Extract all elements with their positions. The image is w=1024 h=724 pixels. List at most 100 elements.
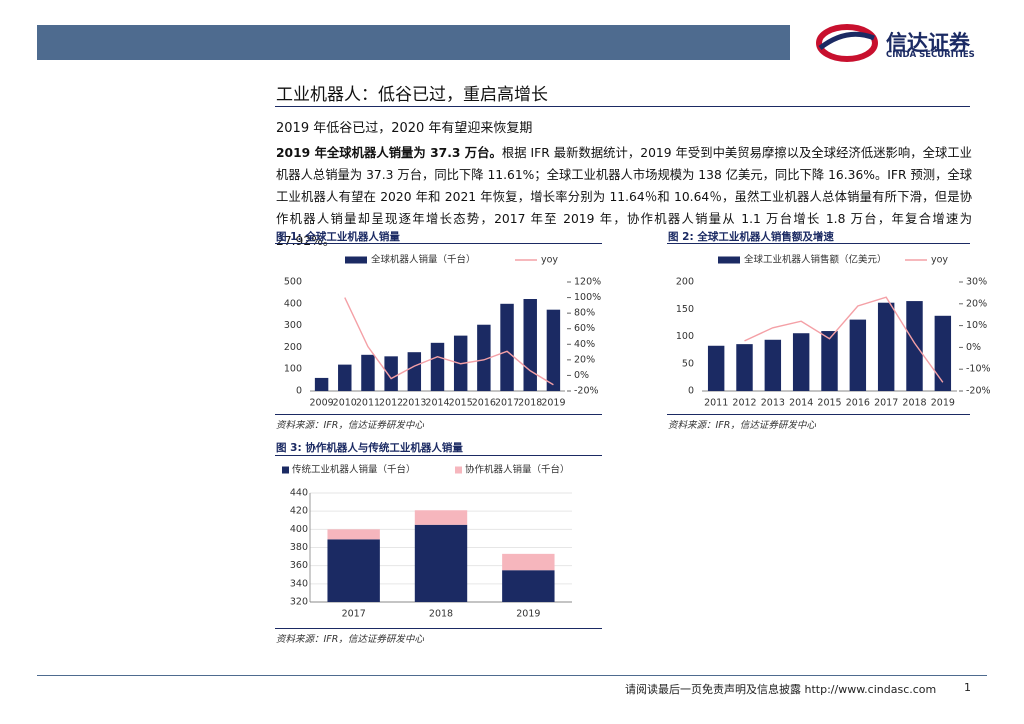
y-tick-label: 200 xyxy=(676,277,694,288)
x-tick-label: 2016 xyxy=(472,398,496,409)
x-tick-label: 2018 xyxy=(518,398,542,409)
logo-cn: 信达证券 xyxy=(886,31,970,55)
y-tick-label: 0 xyxy=(296,386,302,397)
x-tick-label: 2012 xyxy=(732,398,756,409)
x-tick-label: 2015 xyxy=(449,398,473,409)
y-tick-label: 400 xyxy=(284,298,302,309)
legend-swatch xyxy=(455,466,462,474)
y2-tick-label: -20% xyxy=(966,386,991,397)
title-rule xyxy=(275,106,970,107)
footer: 请阅读最后一页免责声明及信息披露 http://www.cindasc.com xyxy=(625,681,936,697)
y-tick-label: 420 xyxy=(290,506,308,517)
bar xyxy=(764,339,782,391)
y2-tick-label: 30% xyxy=(966,277,987,288)
bar-segment xyxy=(502,570,555,602)
source: 资料来源：IFR，信达证券研发中心 xyxy=(668,420,816,431)
x-tick-label: 2019 xyxy=(541,398,565,409)
y-tick-label: 50 xyxy=(682,358,694,369)
title: 工业机器人：低谷已过，重启高增长 xyxy=(276,85,548,105)
bar xyxy=(736,344,753,391)
bar xyxy=(849,319,867,391)
legend-label: 全球机器人销量（千台） xyxy=(371,254,476,266)
bar-segment xyxy=(327,539,380,602)
bar-segment xyxy=(414,510,468,525)
header-bar xyxy=(37,25,790,60)
rule xyxy=(275,243,602,244)
x-tick-label: 2013 xyxy=(761,398,785,409)
y-tick-label: 150 xyxy=(676,304,694,315)
legend-label: 全球工业机器人销售额（亿美元） xyxy=(744,254,887,266)
y2-tick-label: 20% xyxy=(966,298,987,309)
bar xyxy=(906,301,923,391)
line xyxy=(744,296,944,383)
caption: 图 1: 全球工业机器人销量 xyxy=(276,231,400,243)
x-tick-label: 2011 xyxy=(356,398,380,409)
y2-tick-label: 120% xyxy=(574,277,601,288)
y-tick-label: 360 xyxy=(290,560,308,571)
y-tick-label: 200 xyxy=(284,342,302,353)
y-tick-label: 0 xyxy=(688,386,694,397)
bar-segment xyxy=(327,529,380,540)
y-tick-label: 500 xyxy=(284,277,302,288)
page-number: 1 xyxy=(964,681,971,694)
x-tick-label: 2010 xyxy=(333,398,357,409)
x-tick-label: 2015 xyxy=(817,398,841,409)
legend-label: yoy xyxy=(541,255,558,266)
y2-tick-label: 20% xyxy=(574,354,595,365)
x-tick-label: 2019 xyxy=(516,609,540,620)
legend-swatch xyxy=(282,466,289,474)
y2-tick-label: 80% xyxy=(574,308,595,319)
y-tick-label: 400 xyxy=(290,524,308,535)
y-tick-label: 320 xyxy=(290,597,308,608)
x-tick-label: 2014 xyxy=(425,398,449,409)
source: 资料来源：IFR，信达证券研发中心 xyxy=(276,420,424,431)
paragraph: 2019 年全球机器人销量为 37.3 万台。根据 IFR 最新数据统计，201… xyxy=(276,142,972,252)
caption: 图 3: 协作机器人与传统工业机器人销量 xyxy=(276,442,463,454)
lead: 2019 年全球机器人销量为 37.3 万台。 xyxy=(276,146,502,160)
rule xyxy=(667,414,970,415)
x-tick-label: 2019 xyxy=(931,398,955,409)
x-tick-label: 2018 xyxy=(902,398,926,409)
legend-label: yoy xyxy=(931,255,948,266)
rule xyxy=(275,455,602,456)
bar xyxy=(934,315,952,391)
x-tick-label: 2011 xyxy=(704,398,728,409)
bar xyxy=(792,333,810,391)
rule xyxy=(275,628,602,629)
bar-segment xyxy=(502,553,555,571)
x-tick-label: 2009 xyxy=(309,398,333,409)
body: 根据 IFR 最新数据统计，2019 年受到中美贸易摩擦以及全球经济低迷影响，全… xyxy=(276,146,972,248)
bar xyxy=(523,299,537,391)
rule xyxy=(667,243,970,244)
legend-label: 协作机器人销量（千台） xyxy=(465,464,570,476)
x-tick-label: 2012 xyxy=(379,398,403,409)
x-tick-label: 2017 xyxy=(495,398,519,409)
y2-tick-label: -20% xyxy=(574,386,599,397)
x-tick-label: 2016 xyxy=(846,398,870,409)
bar xyxy=(361,354,375,391)
y-tick-label: 340 xyxy=(290,578,308,589)
legend-swatch xyxy=(718,256,740,264)
y-tick-label: 300 xyxy=(284,320,302,331)
bar xyxy=(500,303,514,391)
logo-en: CINDA SECURITIES xyxy=(886,50,975,60)
y-tick-label: 100 xyxy=(284,364,302,375)
bar xyxy=(707,345,725,391)
bar xyxy=(314,377,329,391)
bar xyxy=(338,364,352,391)
bar xyxy=(477,324,491,391)
y2-tick-label: 10% xyxy=(966,320,987,331)
bar-segment xyxy=(414,524,468,602)
x-tick-label: 2018 xyxy=(429,609,453,620)
source: 资料来源：IFR，信达证券研发中心 xyxy=(276,634,424,645)
y-tick-label: 440 xyxy=(290,488,308,499)
caption: 图 2: 全球工业机器人销售额及增速 xyxy=(668,231,834,243)
url: http://www.cindasc.com xyxy=(804,683,937,696)
x-tick-label: 2014 xyxy=(789,398,813,409)
bar xyxy=(384,356,398,391)
y-tick-label: 380 xyxy=(290,542,308,553)
y2-tick-label: 60% xyxy=(574,323,595,334)
y2-tick-label: 0% xyxy=(966,342,981,353)
